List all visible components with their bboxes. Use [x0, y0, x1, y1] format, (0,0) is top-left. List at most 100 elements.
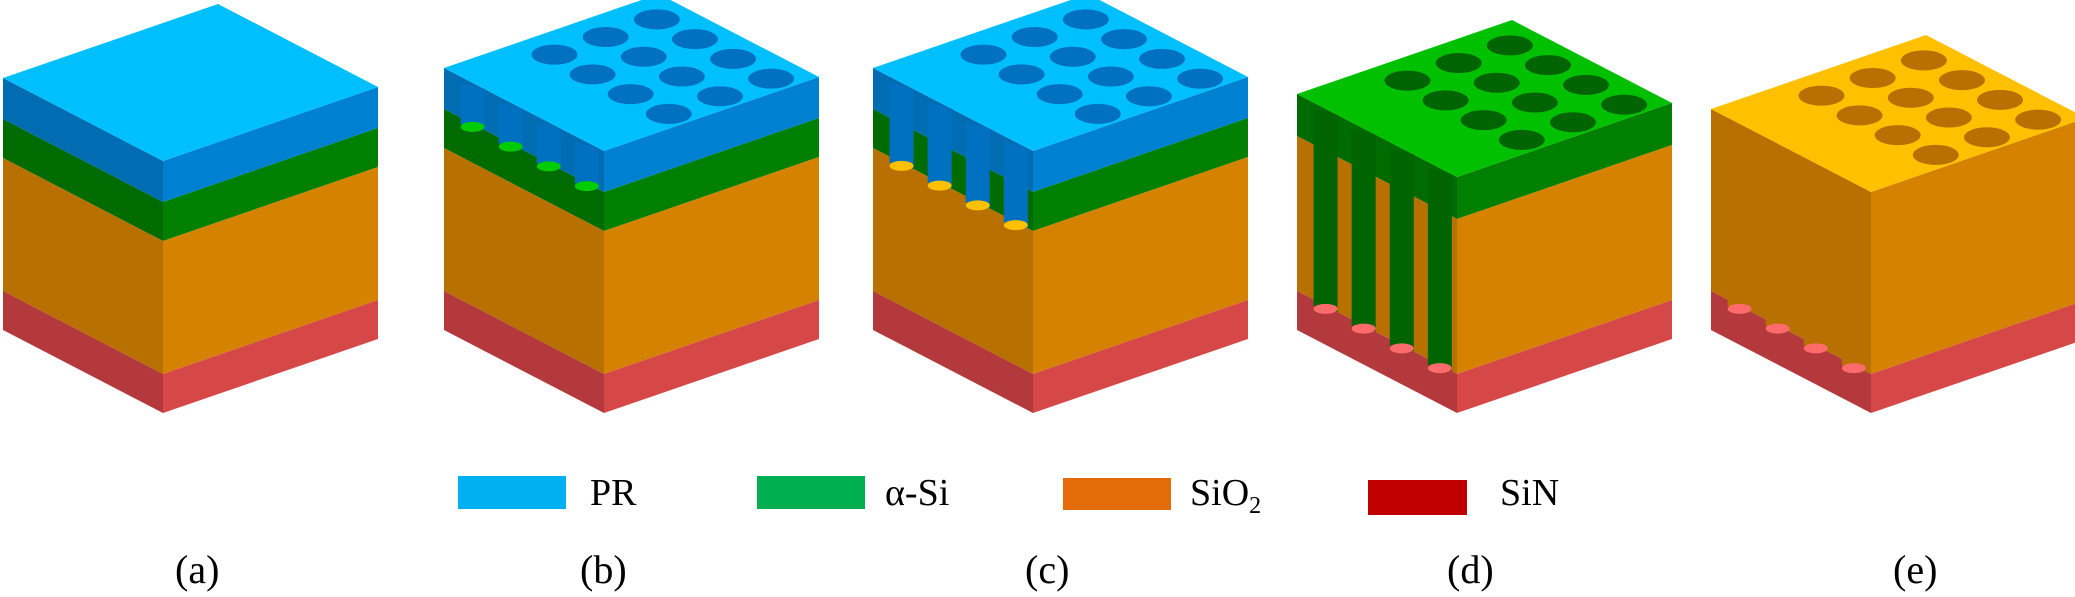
hole-c [1177, 68, 1224, 89]
cube-b-SiO2-right-face [604, 157, 819, 374]
hole-b [748, 68, 795, 89]
trench-d [1389, 148, 1414, 352]
cube-a-SiO2-left-face [3, 158, 163, 374]
trench-d [1313, 108, 1338, 312]
hole-d [1524, 55, 1571, 76]
cube-a-PR-right-face [163, 87, 378, 202]
trench-bottom-e [1727, 303, 1752, 314]
panel-label-e: (e) [1893, 547, 1938, 592]
legend-swatch-SiN [1368, 480, 1467, 515]
trench-bottom-b [498, 141, 523, 152]
cube-b-aSi-left-face [444, 109, 604, 231]
hole-c [998, 64, 1045, 85]
cube-b-aSi-right-face [604, 118, 819, 231]
trench-bottom-b [536, 161, 561, 172]
cube-d-aSi-right-face [1457, 103, 1672, 219]
trench-e [1765, 143, 1790, 332]
hole-b [569, 64, 616, 85]
trench-bottom-d [1313, 303, 1338, 314]
hole-e [1938, 70, 1985, 91]
cube-b-top-face [444, 0, 819, 151]
legend-swatch-aSi [757, 476, 865, 509]
cube-a-aSi-right-face [163, 128, 378, 241]
trench-e [1841, 183, 1866, 372]
cube-a-PR-left-face [3, 78, 163, 202]
hole-d [1422, 90, 1469, 111]
hole-c [1036, 84, 1083, 105]
trench-bottom-e [1841, 363, 1866, 374]
hole-e [2015, 109, 2062, 130]
trench-bottom-e [1765, 323, 1790, 334]
trench-c [889, 82, 914, 169]
hole-c [1062, 9, 1109, 30]
hole-d [1384, 70, 1431, 91]
cube-c-PR-right-face [1033, 77, 1248, 192]
cube-c-SiO2-right-face [1033, 157, 1248, 374]
hole-b [658, 66, 705, 87]
hole-b [620, 46, 667, 67]
hole-b [671, 29, 718, 50]
trench-b [498, 102, 523, 150]
trench-b [460, 82, 485, 130]
trench-bottom-e [1803, 343, 1828, 354]
cube-e-SiO2-right-face [1871, 121, 2075, 374]
cube-c-SiN-left-face [873, 291, 1033, 413]
cube-a-aSi-left-face [3, 119, 163, 241]
trench-bottom-b [574, 181, 599, 192]
hole-b [710, 48, 757, 69]
hole-d [1460, 110, 1507, 131]
trench-e [1727, 123, 1752, 312]
cube-d-SiN-left-face [1297, 291, 1457, 413]
trench-bottom-d [1427, 363, 1452, 374]
hole-d [1601, 94, 1648, 115]
cube-a-SiN-left-face [3, 291, 163, 413]
cube-a-SiN-right-face [163, 300, 378, 413]
trench-e [1803, 163, 1828, 352]
panel-label-a: (a) [175, 547, 220, 592]
hole-e [1798, 85, 1845, 106]
trench-bottom-c [889, 160, 914, 171]
hole-b [531, 44, 578, 65]
hole-b [607, 84, 654, 105]
trench-b [536, 122, 561, 170]
hole-d [1563, 74, 1610, 95]
cube-b-PR-right-face [604, 77, 819, 192]
trench-c [965, 122, 990, 209]
trench-bottom-c [965, 200, 990, 211]
hole-e [1874, 125, 1921, 146]
hole-c [1100, 29, 1147, 50]
hole-d [1498, 129, 1545, 150]
hole-b [696, 86, 743, 107]
cube-d-SiN-right-face [1457, 300, 1672, 413]
hole-e [1977, 89, 2024, 110]
legend-swatch-SiO2 [1063, 478, 1171, 510]
hole-c [1011, 27, 1058, 48]
trench-c [1003, 142, 1028, 229]
hole-c [1087, 66, 1134, 87]
hole-d [1486, 35, 1533, 56]
hole-c [1049, 46, 1096, 67]
cube-c-top-face [873, 0, 1248, 151]
legend-label-aSi: α-Si [885, 472, 950, 514]
cube-b-SiN-right-face [604, 300, 819, 413]
hole-e [1963, 127, 2010, 148]
hole-e [1900, 50, 1947, 71]
hole-e [1849, 68, 1896, 89]
hole-e [1836, 105, 1883, 126]
trench-bottom-c [927, 180, 952, 191]
cube-b-SiO2-left-face [444, 148, 604, 374]
hole-e [1912, 144, 1959, 165]
trench-bottom-d [1389, 343, 1414, 354]
cube-e-SiN-right-face [1871, 303, 2075, 413]
cube-c-SiO2-left-face [873, 148, 1033, 374]
trench-bottom-c [1003, 220, 1028, 231]
cube-b-SiN-left-face [444, 291, 604, 413]
cube-c-aSi-right-face [1033, 118, 1248, 231]
trench-bottom-d [1351, 323, 1376, 334]
trench-d [1427, 168, 1452, 372]
legend-swatch-PR [458, 476, 566, 509]
cube-c-SiN-right-face [1033, 300, 1248, 413]
cube-e-top-face [1711, 35, 2075, 192]
legend-label-PR: PR [590, 472, 637, 514]
